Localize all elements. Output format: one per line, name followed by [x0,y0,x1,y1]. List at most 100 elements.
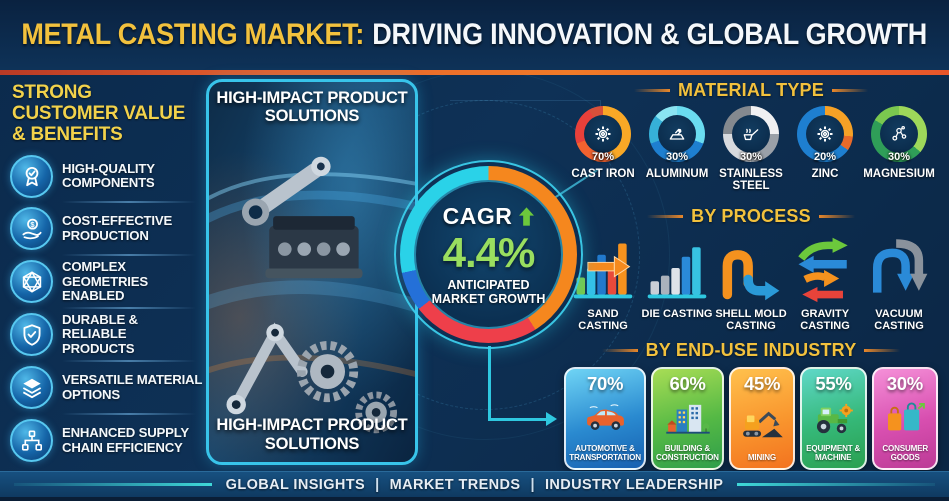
panel-title-bottom: HIGH-IMPACT PRODUCT SOLUTIONS [216,416,408,453]
material-percentage: 30% [739,151,763,163]
divider [62,307,196,310]
benefit-item: $ COST-EFFECTIVE PRODUCTION [10,203,202,254]
end-use-tile: 70% AUTOMOTIVE & TRANSPORTATION [564,367,647,470]
page-title: METAL CASTING MARKET: DRIVING INNOVATION … [22,18,928,52]
header-divider [0,70,949,75]
shopping-bags-icon [887,402,925,431]
pouring-ladle-icon [743,128,759,141]
shield-icon [10,313,53,357]
material-item: 30% ALUMINUM [641,106,713,192]
end-use-tile: 60% BUILDING & CONSTRUCTION [651,367,724,470]
end-use-heading: BY END-USE INDUSTRY [560,340,942,361]
gauge-value: 4.4% [442,228,536,276]
panel-title-top: HIGH-IMPACT PRODUCT SOLUTIONS [216,89,408,126]
process-item: SHELL MOLD CASTING [715,232,787,332]
material-type-heading-text: MATERIAL TYPE [678,80,824,100]
magnesium-donut: 30% [871,106,927,163]
page-title-highlight: METAL CASTING MARKET: [21,18,365,51]
excavator-icon [743,411,783,438]
divider [62,254,196,257]
gauge-label: CAGR [442,202,513,229]
connector-line [488,346,491,420]
material-item: 30% MAGNESIUM [863,106,935,192]
process-label: GRAVITY CASTING [800,308,850,333]
cast-iron-donut: 70% [575,106,631,163]
material-type-section: MATERIAL TYPE 70% CAST IRON [560,80,942,192]
benefits-sidebar: STRONG CUSTOMER VALUE & BENEFITS HIGH-QU… [10,80,202,466]
award-icon [10,154,53,198]
connector-arrowhead [546,412,557,426]
buildings-icon [665,405,710,435]
heading-dash [634,89,671,92]
growth-up-arrow-icon [519,206,535,226]
material-percentage: 30% [887,151,911,163]
cagr-gauge: CAGR 4.4% ANTICIPATED MARKET GROWTH [394,160,583,349]
footer-text: GLOBAL INSIGHTS | MARKET TRENDS | INDUST… [226,477,724,493]
material-percentage: 70% [591,151,615,163]
material-label: STAINLESS STEEL [719,168,783,193]
stainless-steel-donut: 30% [723,106,779,163]
connector-line [488,418,547,421]
footer-base-strip [0,497,949,501]
gauge-outer-ring [394,160,583,349]
bent-pipe-arrows-icon [718,232,784,304]
end-use-section: BY END-USE INDUSTRY 70% AUTOMOTIVE & TRA… [560,340,942,470]
benefit-label: ENHANCED SUPPLY CHAIN EFFICIENCY [62,425,189,455]
process-label: SAND CASTING [578,308,628,333]
down-arrows-icon [866,232,932,304]
end-use-tile: 55% EQUIPMENT & MACHINE [800,367,867,470]
svg-text:$: $ [30,220,35,229]
bar-chart-icon [644,232,710,304]
benefit-label: DURABLE & RELIABLE PRODUCTS [62,311,138,356]
material-percentage: 30% [665,151,689,163]
product-photo-panel: HIGH-IMPACT PRODUCT SOLUTIONS HIGH-IMPAC… [206,79,418,465]
footer-separator: | [530,476,535,493]
material-percentage: 20% [813,151,837,163]
page-title-rest: DRIVING INNOVATION & GLOBAL GROWTH [372,18,928,51]
flow-arrows-icon [792,232,858,304]
benefit-item: ENHANCED SUPPLY CHAIN EFFICIENCY [10,415,202,466]
divider [62,360,196,363]
process-item: DIE CASTING [641,232,713,332]
gear-icon [817,126,833,142]
end-use-heading-text: BY END-USE INDUSTRY [645,340,857,360]
aluminum-donut: 30% [649,106,705,163]
footer-bar: GLOBAL INSIGHTS | MARKET TRENDS | INDUST… [0,471,949,497]
by-process-heading-text: BY PROCESS [691,206,811,226]
gear-icon [595,126,611,142]
end-use-label: BUILDING & CONSTRUCTION [656,442,719,463]
process-item: GRAVITY CASTING [789,232,861,332]
material-item: 70% CAST IRON [567,106,639,192]
by-process-section: BY PROCESS SAND CASTING DIE CASTING [560,206,942,332]
material-label: MAGNESIUM [863,168,935,180]
heading-dash [818,215,855,218]
footer-item: GLOBAL INSIGHTS [225,476,366,493]
ingot-icon [669,128,685,140]
heading-dash [647,215,684,218]
end-use-label: AUTOMOTIVE & TRANSPORTATION [569,442,641,463]
material-label: ALUMINUM [645,168,709,180]
cost-icon: $ [10,207,53,251]
by-process-heading: BY PROCESS [560,206,942,227]
end-use-label: EQUIPMENT & MACHINE [806,442,861,463]
process-label: DIE CASTING [641,308,713,320]
layers-icon [10,366,53,410]
sidebar-heading: STRONG CUSTOMER VALUE & BENEFITS [12,81,186,145]
network-icon [10,419,53,463]
header: METAL CASTING MARKET: DRIVING INNOVATION … [0,0,949,70]
end-use-percentage: 45% [744,373,781,394]
material-item: 20% ZINC [789,106,861,192]
bar-chart-arrow-icon [570,232,636,304]
end-use-label: CONSUMER GOODS [882,442,928,463]
footer-line [14,483,212,486]
benefit-item: DURABLE & RELIABLE PRODUCTS [10,309,202,360]
end-use-percentage: 55% [815,373,852,394]
gauge-center: CAGR 4.4% ANTICIPATED MARKET GROWTH [414,180,563,329]
right-column: MATERIAL TYPE 70% CAST IRON [560,78,942,470]
gauge-caption: ANTICIPATED MARKET GROWTH [431,277,546,306]
material-label: CAST IRON [571,168,635,180]
material-item: 30% STAINLESS STEEL [715,106,787,192]
end-use-percentage: 70% [586,373,624,394]
material-label: ZINC [811,168,839,180]
